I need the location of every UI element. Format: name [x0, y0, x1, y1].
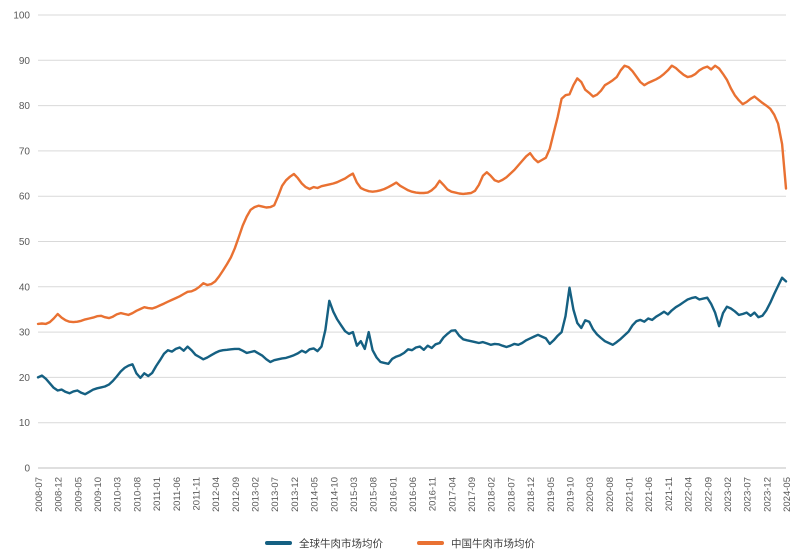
x-axis-label-2008-07: 2008-07: [34, 477, 45, 512]
x-axis-label-2015-03: 2015-03: [349, 477, 360, 512]
x-axis-label-2020-08: 2020-08: [605, 477, 616, 512]
x-axis-label-2019-10: 2019-10: [565, 477, 576, 512]
x-axis-label-2023-02: 2023-02: [723, 477, 734, 512]
y-axis-label-10: 10: [19, 418, 31, 429]
x-axis-label-2019-05: 2019-05: [546, 477, 557, 512]
x-axis-label-2022-04: 2022-04: [684, 477, 695, 512]
y-axis-label-60: 60: [19, 192, 31, 203]
y-axis-label-80: 80: [19, 101, 31, 112]
y-axis-label-30: 30: [19, 328, 31, 339]
legend-label-china-beef: 中国牛肉市场均价: [451, 537, 535, 550]
x-axis-label-2021-01: 2021-01: [625, 477, 636, 512]
y-axis-label-0: 0: [24, 464, 30, 475]
x-axis-label-2008-12: 2008-12: [54, 477, 65, 512]
x-axis-label-2011-06: 2011-06: [172, 477, 183, 511]
x-axis-label-2010-03: 2010-03: [113, 477, 124, 512]
x-axis-label-2016-06: 2016-06: [408, 477, 419, 512]
x-axis-label-2014-10: 2014-10: [329, 477, 340, 512]
x-axis-label-2024-05: 2024-05: [782, 477, 793, 512]
x-axis-label-2022-09: 2022-09: [703, 477, 714, 512]
y-axis-label-70: 70: [19, 146, 31, 157]
y-axis-label-90: 90: [19, 56, 31, 67]
x-axis-label-2017-04: 2017-04: [447, 477, 458, 512]
x-axis-label-2018-12: 2018-12: [526, 477, 537, 512]
x-axis-label-2011-01: 2011-01: [152, 477, 163, 511]
x-axis-label-2021-06: 2021-06: [644, 477, 655, 512]
legend-label-global-beef: 全球牛肉市场均价: [299, 537, 383, 550]
x-axis-label-2023-12: 2023-12: [762, 477, 773, 512]
x-axis-label-2015-08: 2015-08: [369, 477, 380, 512]
x-axis-label-2017-09: 2017-09: [467, 477, 478, 512]
x-axis-label-2018-07: 2018-07: [506, 477, 517, 512]
x-axis-label-2018-02: 2018-02: [487, 477, 498, 512]
legend-item-china-beef[interactable]: 中国牛肉市场均价: [417, 536, 535, 551]
x-axis-label-2016-01: 2016-01: [388, 477, 399, 512]
x-axis-label-2013-12: 2013-12: [290, 477, 301, 512]
x-axis-label-2013-02: 2013-02: [251, 477, 262, 512]
x-axis-label-2009-10: 2009-10: [93, 477, 104, 512]
x-axis-label-2021-11: 2021-11: [664, 477, 675, 511]
x-axis-label-2016-11: 2016-11: [428, 477, 439, 511]
x-axis-label-2012-09: 2012-09: [231, 477, 242, 512]
x-axis-label-2009-05: 2009-05: [73, 477, 84, 512]
y-axis-label-40: 40: [19, 282, 31, 293]
global-beef-line-swatch: [265, 541, 292, 545]
x-axis-label-2014-05: 2014-05: [310, 477, 321, 512]
x-axis-label-2010-08: 2010-08: [132, 477, 143, 512]
series-line-global-beef[interactable]: [36, 276, 788, 396]
x-axis-label-2011-11: 2011-11: [191, 477, 202, 510]
chart-legend: 全球牛肉市场均价 中国牛肉市场均价: [0, 532, 800, 554]
y-axis-label-50: 50: [19, 237, 31, 248]
x-axis-label-2013-07: 2013-07: [270, 477, 281, 512]
china-beef-line-swatch: [417, 541, 444, 545]
y-axis-label-100: 100: [13, 11, 30, 22]
x-axis-label-2023-07: 2023-07: [743, 477, 754, 512]
x-axis-label-2020-03: 2020-03: [585, 477, 596, 512]
legend-item-global-beef[interactable]: 全球牛肉市场均价: [265, 536, 383, 551]
x-axis-label-2012-04: 2012-04: [211, 477, 222, 512]
y-axis-label-20: 20: [19, 373, 31, 384]
series-line-china-beef[interactable]: [36, 64, 788, 326]
